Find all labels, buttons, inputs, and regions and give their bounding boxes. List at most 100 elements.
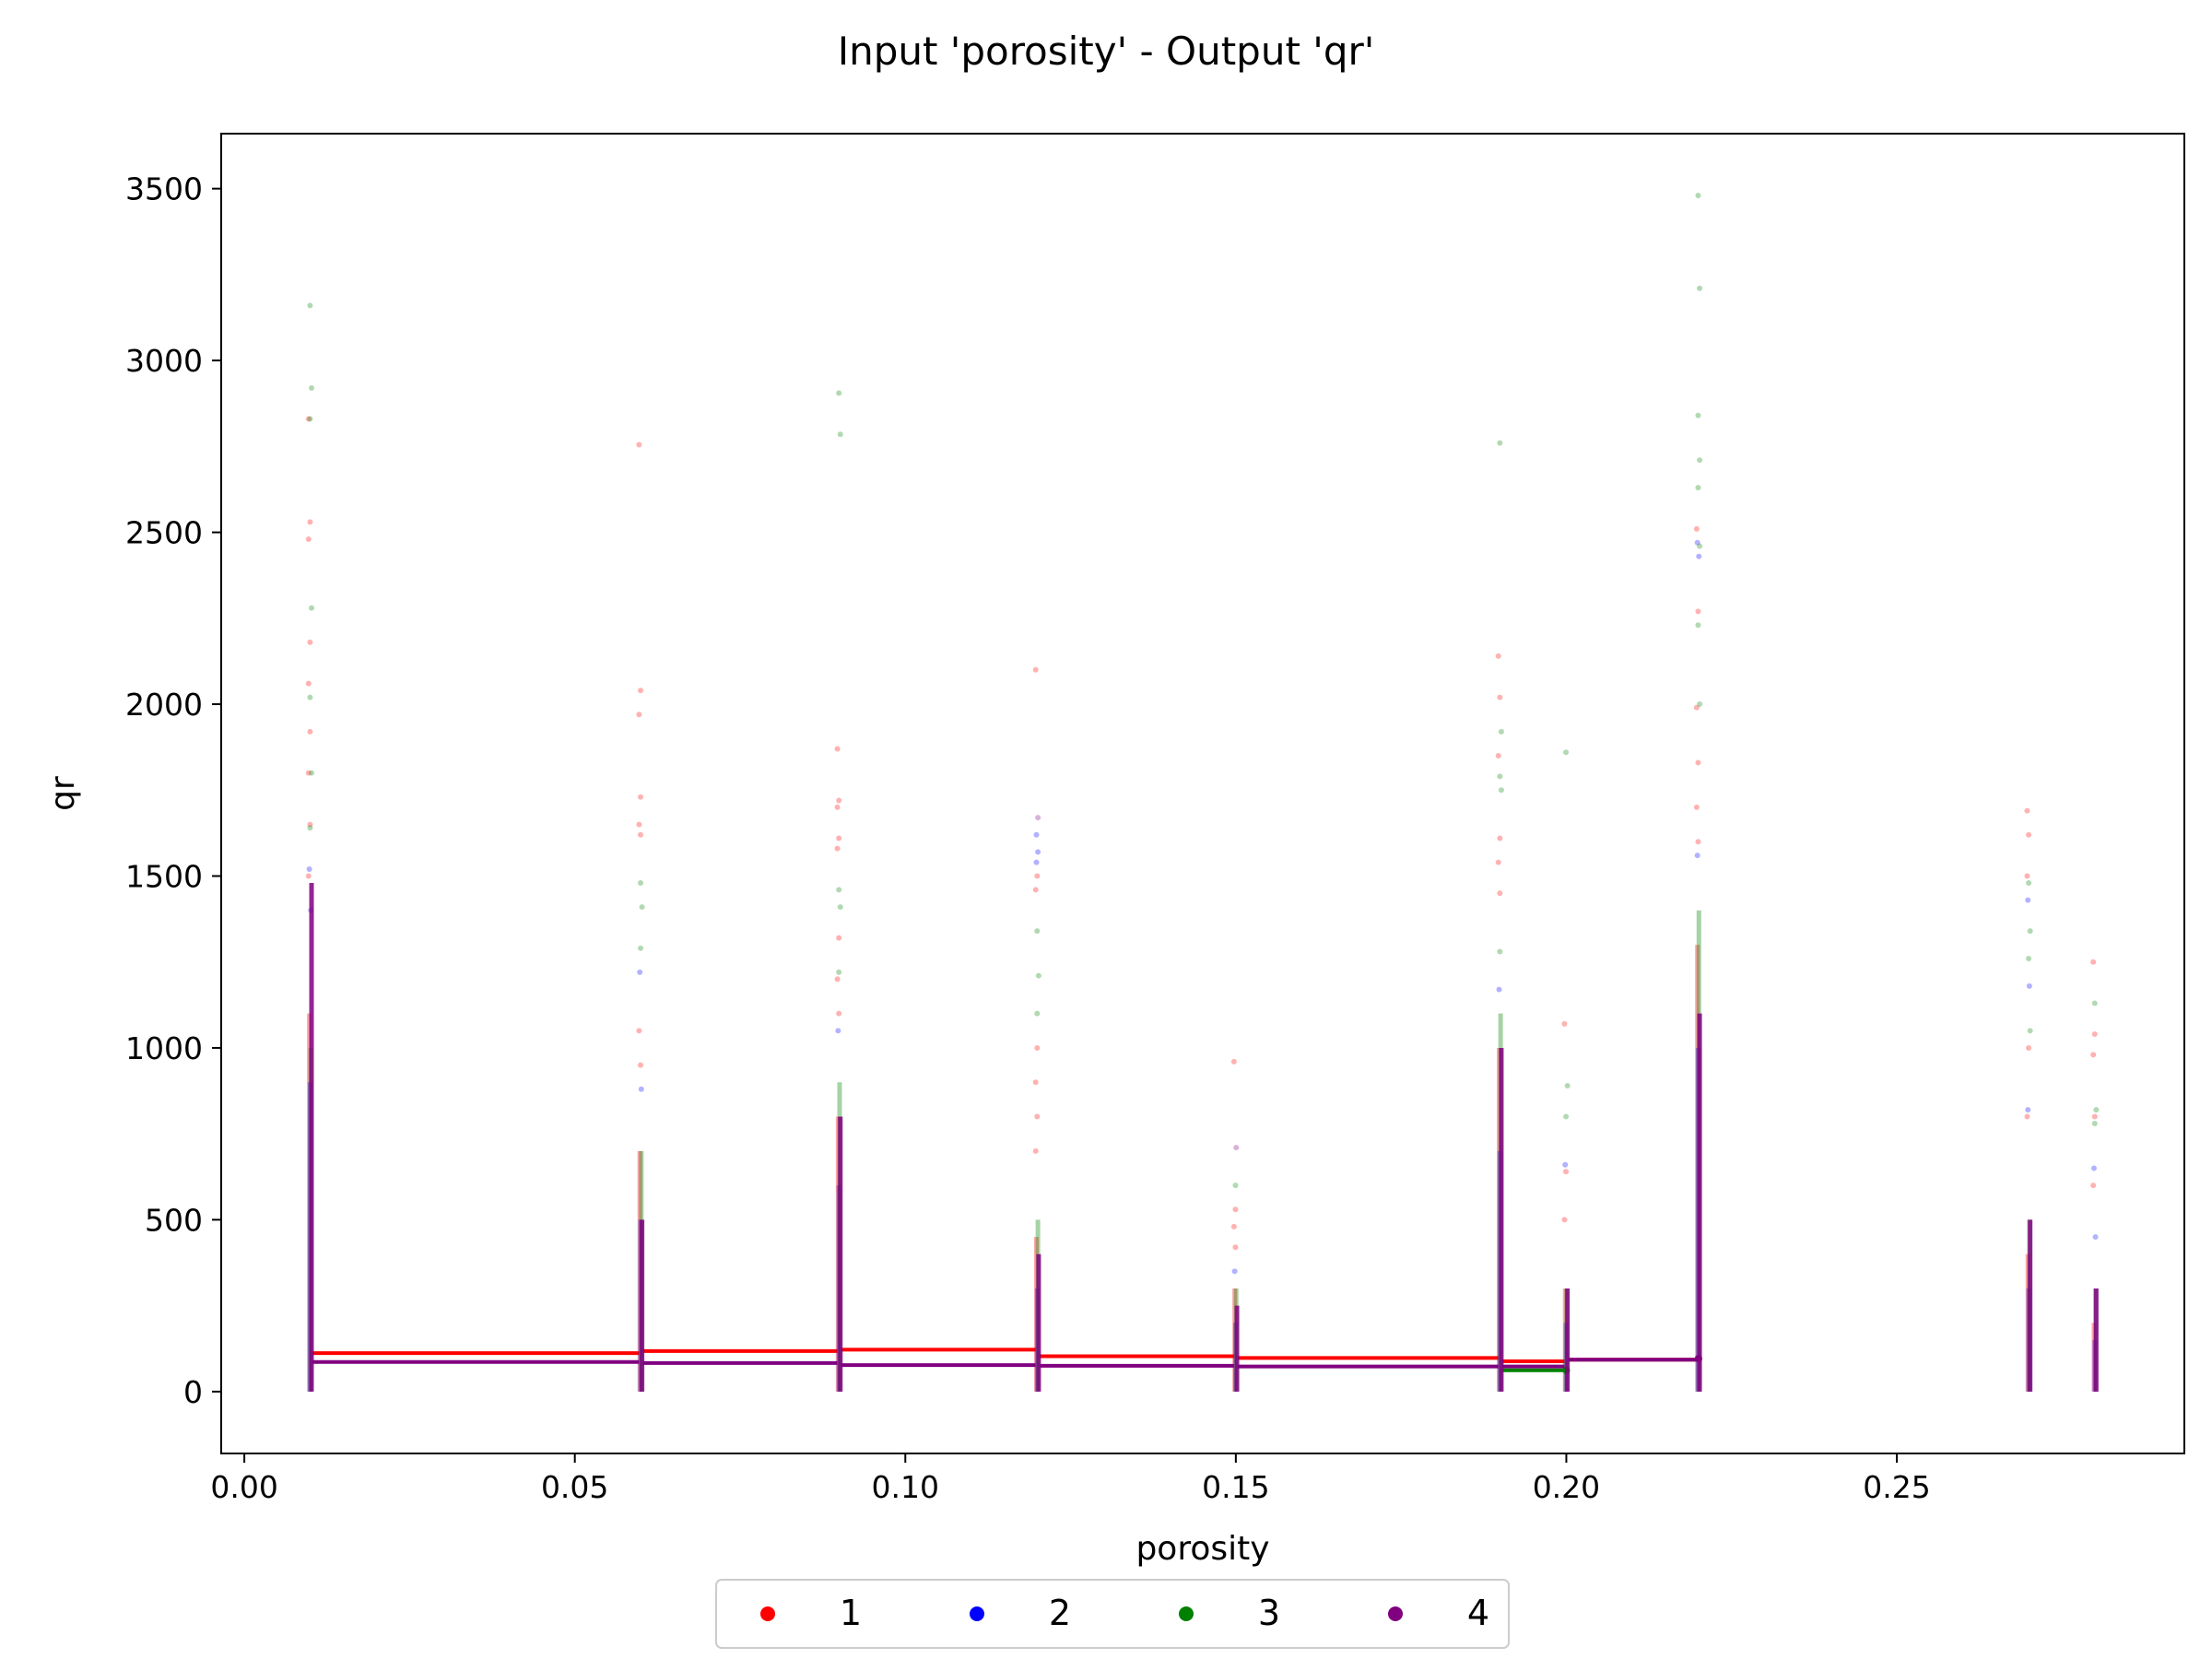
data-point — [835, 1028, 841, 1034]
legend: 1 2 3 4 — [715, 1579, 1510, 1649]
data-point — [1032, 1079, 1039, 1086]
data-point — [2026, 1044, 2032, 1051]
x-tick-label: 0.15 — [1202, 1469, 1269, 1505]
series-4 — [309, 815, 2099, 1392]
series-2 — [306, 539, 2099, 1392]
data-point — [1033, 859, 1040, 865]
data-point — [1697, 701, 1703, 708]
legend-label-4: 4 — [1467, 1593, 1489, 1633]
y-tick-label: 2500 — [125, 515, 203, 551]
data-point — [1495, 653, 1501, 659]
x-tick-label: 0.25 — [1863, 1469, 1930, 1505]
data-point — [1695, 485, 1701, 491]
data-point — [2026, 879, 2032, 886]
data-point — [638, 794, 644, 800]
data-point — [1032, 666, 1039, 673]
y-tick-label: 3000 — [125, 343, 203, 379]
data-point — [836, 797, 842, 804]
data-point — [1230, 1058, 1237, 1065]
data-point — [637, 969, 643, 975]
data-point — [1563, 749, 1570, 756]
data-point — [2091, 1113, 2098, 1120]
data-point — [2024, 807, 2030, 814]
data-point — [309, 384, 315, 391]
data-point — [1693, 704, 1700, 711]
data-point — [1563, 1113, 1570, 1120]
data-point — [2026, 956, 2032, 961]
y-tick-label: 2000 — [125, 687, 203, 723]
data-point — [1035, 815, 1041, 821]
data-point — [2024, 1113, 2030, 1120]
data-point — [834, 746, 841, 752]
data-point — [638, 945, 644, 951]
data-point — [834, 845, 841, 852]
data-point — [1563, 1169, 1570, 1175]
marks-layer — [305, 193, 2100, 1392]
data-point — [836, 935, 842, 941]
data-point — [2091, 1000, 2098, 1006]
data-point — [307, 694, 313, 700]
data-point — [636, 821, 642, 828]
plot-frame — [220, 133, 2185, 1454]
data-point — [636, 441, 642, 448]
data-point — [305, 536, 312, 543]
series-1 — [305, 416, 2098, 1392]
data-point — [1497, 835, 1503, 841]
data-point — [636, 1028, 642, 1034]
series-3 — [307, 193, 2100, 1392]
data-point — [1498, 728, 1504, 735]
data-point — [1232, 1182, 1239, 1189]
data-point — [1695, 193, 1701, 199]
data-point — [1498, 787, 1504, 794]
y-tick-label: 500 — [145, 1202, 203, 1238]
data-point — [638, 831, 644, 838]
data-point — [638, 688, 644, 694]
legend-label-3: 3 — [1258, 1593, 1280, 1633]
data-point — [2027, 1028, 2033, 1034]
data-point — [1232, 1244, 1239, 1251]
data-point — [307, 416, 313, 422]
data-point — [1695, 608, 1701, 615]
data-point — [2025, 1107, 2031, 1113]
y-tick-label: 3500 — [125, 171, 203, 207]
data-point — [1230, 1223, 1237, 1230]
data-point — [836, 1010, 842, 1017]
data-point — [1497, 773, 1503, 780]
legend-frame — [715, 1579, 1510, 1649]
data-point — [638, 1062, 644, 1068]
data-point — [834, 976, 841, 982]
data-point — [836, 969, 842, 975]
data-point — [1034, 928, 1041, 935]
y-axis-label: qr — [44, 776, 82, 811]
data-point — [305, 416, 312, 422]
data-point — [1693, 804, 1700, 810]
data-point — [2090, 1052, 2097, 1058]
data-point — [2090, 959, 2097, 965]
data-point — [639, 904, 645, 911]
x-tick-label: 0.20 — [1533, 1469, 1600, 1505]
data-point — [309, 770, 315, 776]
data-point — [1035, 849, 1041, 855]
data-point — [2025, 897, 2031, 903]
data-point — [1495, 752, 1501, 759]
legend-marker-3 — [1179, 1606, 1194, 1621]
data-point — [307, 825, 313, 831]
data-point — [2093, 1107, 2100, 1113]
data-point — [1233, 1145, 1240, 1151]
chart-title: Input 'porosity' - Output 'qr' — [838, 29, 1375, 74]
trend-end-point — [1694, 1355, 1702, 1363]
legend-marker-2 — [970, 1606, 984, 1621]
data-point — [1495, 859, 1501, 865]
data-point — [1035, 972, 1041, 979]
data-point — [1564, 1082, 1571, 1088]
data-point — [2027, 928, 2033, 935]
data-point — [837, 904, 843, 911]
data-point — [1694, 539, 1700, 546]
data-point — [1497, 948, 1503, 955]
data-point — [1497, 890, 1503, 897]
x-tick-label: 0.10 — [872, 1469, 939, 1505]
data-point — [307, 302, 313, 309]
data-point — [1231, 1268, 1238, 1275]
data-point — [1697, 457, 1703, 464]
